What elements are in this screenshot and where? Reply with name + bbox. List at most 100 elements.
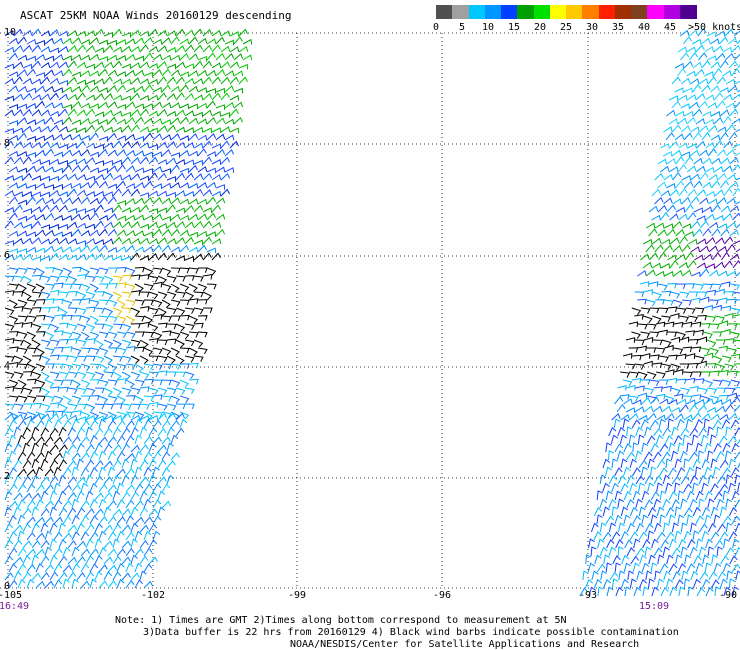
wind-barb [626, 474, 635, 485]
wind-barb [211, 252, 221, 261]
wind-barb [597, 586, 604, 597]
wind-barb [125, 69, 136, 77]
wind-barb [211, 143, 222, 150]
wind-barb [696, 538, 703, 549]
wind-barb [94, 459, 104, 469]
wind-barb [664, 299, 674, 306]
wind-barb [116, 39, 127, 45]
wind-barb [98, 436, 108, 445]
wind-barb [8, 71, 19, 78]
wind-barb [238, 46, 249, 53]
wind-barb [593, 507, 603, 517]
wind-barb [58, 474, 67, 485]
wind-barb [179, 395, 190, 403]
wind-barb [143, 547, 153, 557]
wind-barb [98, 148, 108, 157]
wind-barb [702, 111, 712, 117]
wind-barb [125, 214, 136, 221]
wind-barb [89, 379, 100, 385]
wind-barb [121, 188, 131, 197]
wind-barb [649, 419, 659, 429]
wind-barb [224, 134, 235, 141]
wind-barb [103, 221, 114, 229]
wind-barb [8, 120, 19, 126]
wind-barb [628, 395, 639, 402]
wind-barb [166, 307, 177, 315]
wind-barb [670, 313, 680, 319]
wind-barb [656, 578, 664, 589]
wind-barb [731, 118, 740, 125]
wind-barb [22, 459, 32, 469]
wind-barb [175, 387, 186, 395]
wind-barb [4, 290, 15, 296]
wind-barb [677, 94, 688, 101]
wind-barb [665, 531, 675, 541]
wind-barb [674, 62, 685, 69]
wind-barb [26, 151, 37, 158]
wind-barb [134, 315, 145, 322]
wind-barb [683, 530, 692, 541]
wind-barb [220, 45, 231, 53]
wind-barb [706, 31, 717, 38]
wind-barb [152, 165, 163, 173]
wind-barb [134, 135, 145, 142]
wind-barb [8, 450, 17, 461]
wind-barb [664, 395, 675, 404]
wind-barb [130, 221, 141, 229]
wind-barb [98, 498, 107, 509]
wind-barb [701, 578, 711, 589]
wind-barb [691, 394, 702, 400]
wind-barb [53, 579, 63, 589]
wind-barb [692, 61, 703, 69]
wind-barb [648, 228, 658, 237]
wind-barb [44, 198, 55, 205]
wind-barb [701, 60, 711, 69]
wind-barb [85, 63, 96, 70]
wind-barb [44, 116, 54, 125]
legend-swatch [582, 5, 600, 19]
wind-barb [107, 379, 118, 386]
wind-barb [116, 71, 127, 77]
wind-barb [4, 523, 13, 533]
wind-barb [71, 119, 82, 126]
wind-barb [44, 468, 54, 477]
wind-barb [229, 140, 239, 149]
wind-barb [170, 36, 180, 45]
wind-barb [40, 191, 51, 198]
wind-barb [80, 117, 91, 125]
wind-barb [107, 315, 118, 323]
wind-barb [206, 267, 217, 276]
wind-barb [53, 102, 64, 109]
wind-barb [614, 514, 623, 525]
wind-barb [31, 78, 42, 85]
wind-barb [4, 506, 12, 517]
wind-barb [175, 237, 186, 245]
wind-barb [13, 156, 24, 165]
wind-barb [152, 363, 163, 371]
wind-barb [8, 579, 18, 589]
wind-barb [689, 546, 698, 557]
wind-barb [17, 451, 27, 461]
wind-barb [719, 531, 729, 541]
wind-barb [170, 54, 181, 61]
wind-barb [733, 404, 740, 413]
wind-barb [22, 355, 32, 365]
wind-barb [22, 44, 33, 53]
wind-barb [206, 181, 217, 189]
wind-barb [179, 244, 190, 253]
wind-barb [116, 180, 126, 189]
wind-barb [706, 289, 717, 296]
wind-barb [49, 124, 60, 133]
wind-barb [665, 412, 675, 421]
wind-barb [67, 238, 78, 245]
wind-barb [121, 124, 132, 133]
wind-barb [121, 412, 131, 421]
wind-barb [103, 254, 114, 261]
wind-barb [188, 150, 199, 157]
wind-barb [671, 387, 681, 395]
wind-barb [652, 451, 662, 461]
wind-barb [184, 44, 194, 53]
wind-barb [197, 315, 208, 321]
wind-barb [175, 92, 185, 101]
wind-barb [98, 214, 109, 221]
